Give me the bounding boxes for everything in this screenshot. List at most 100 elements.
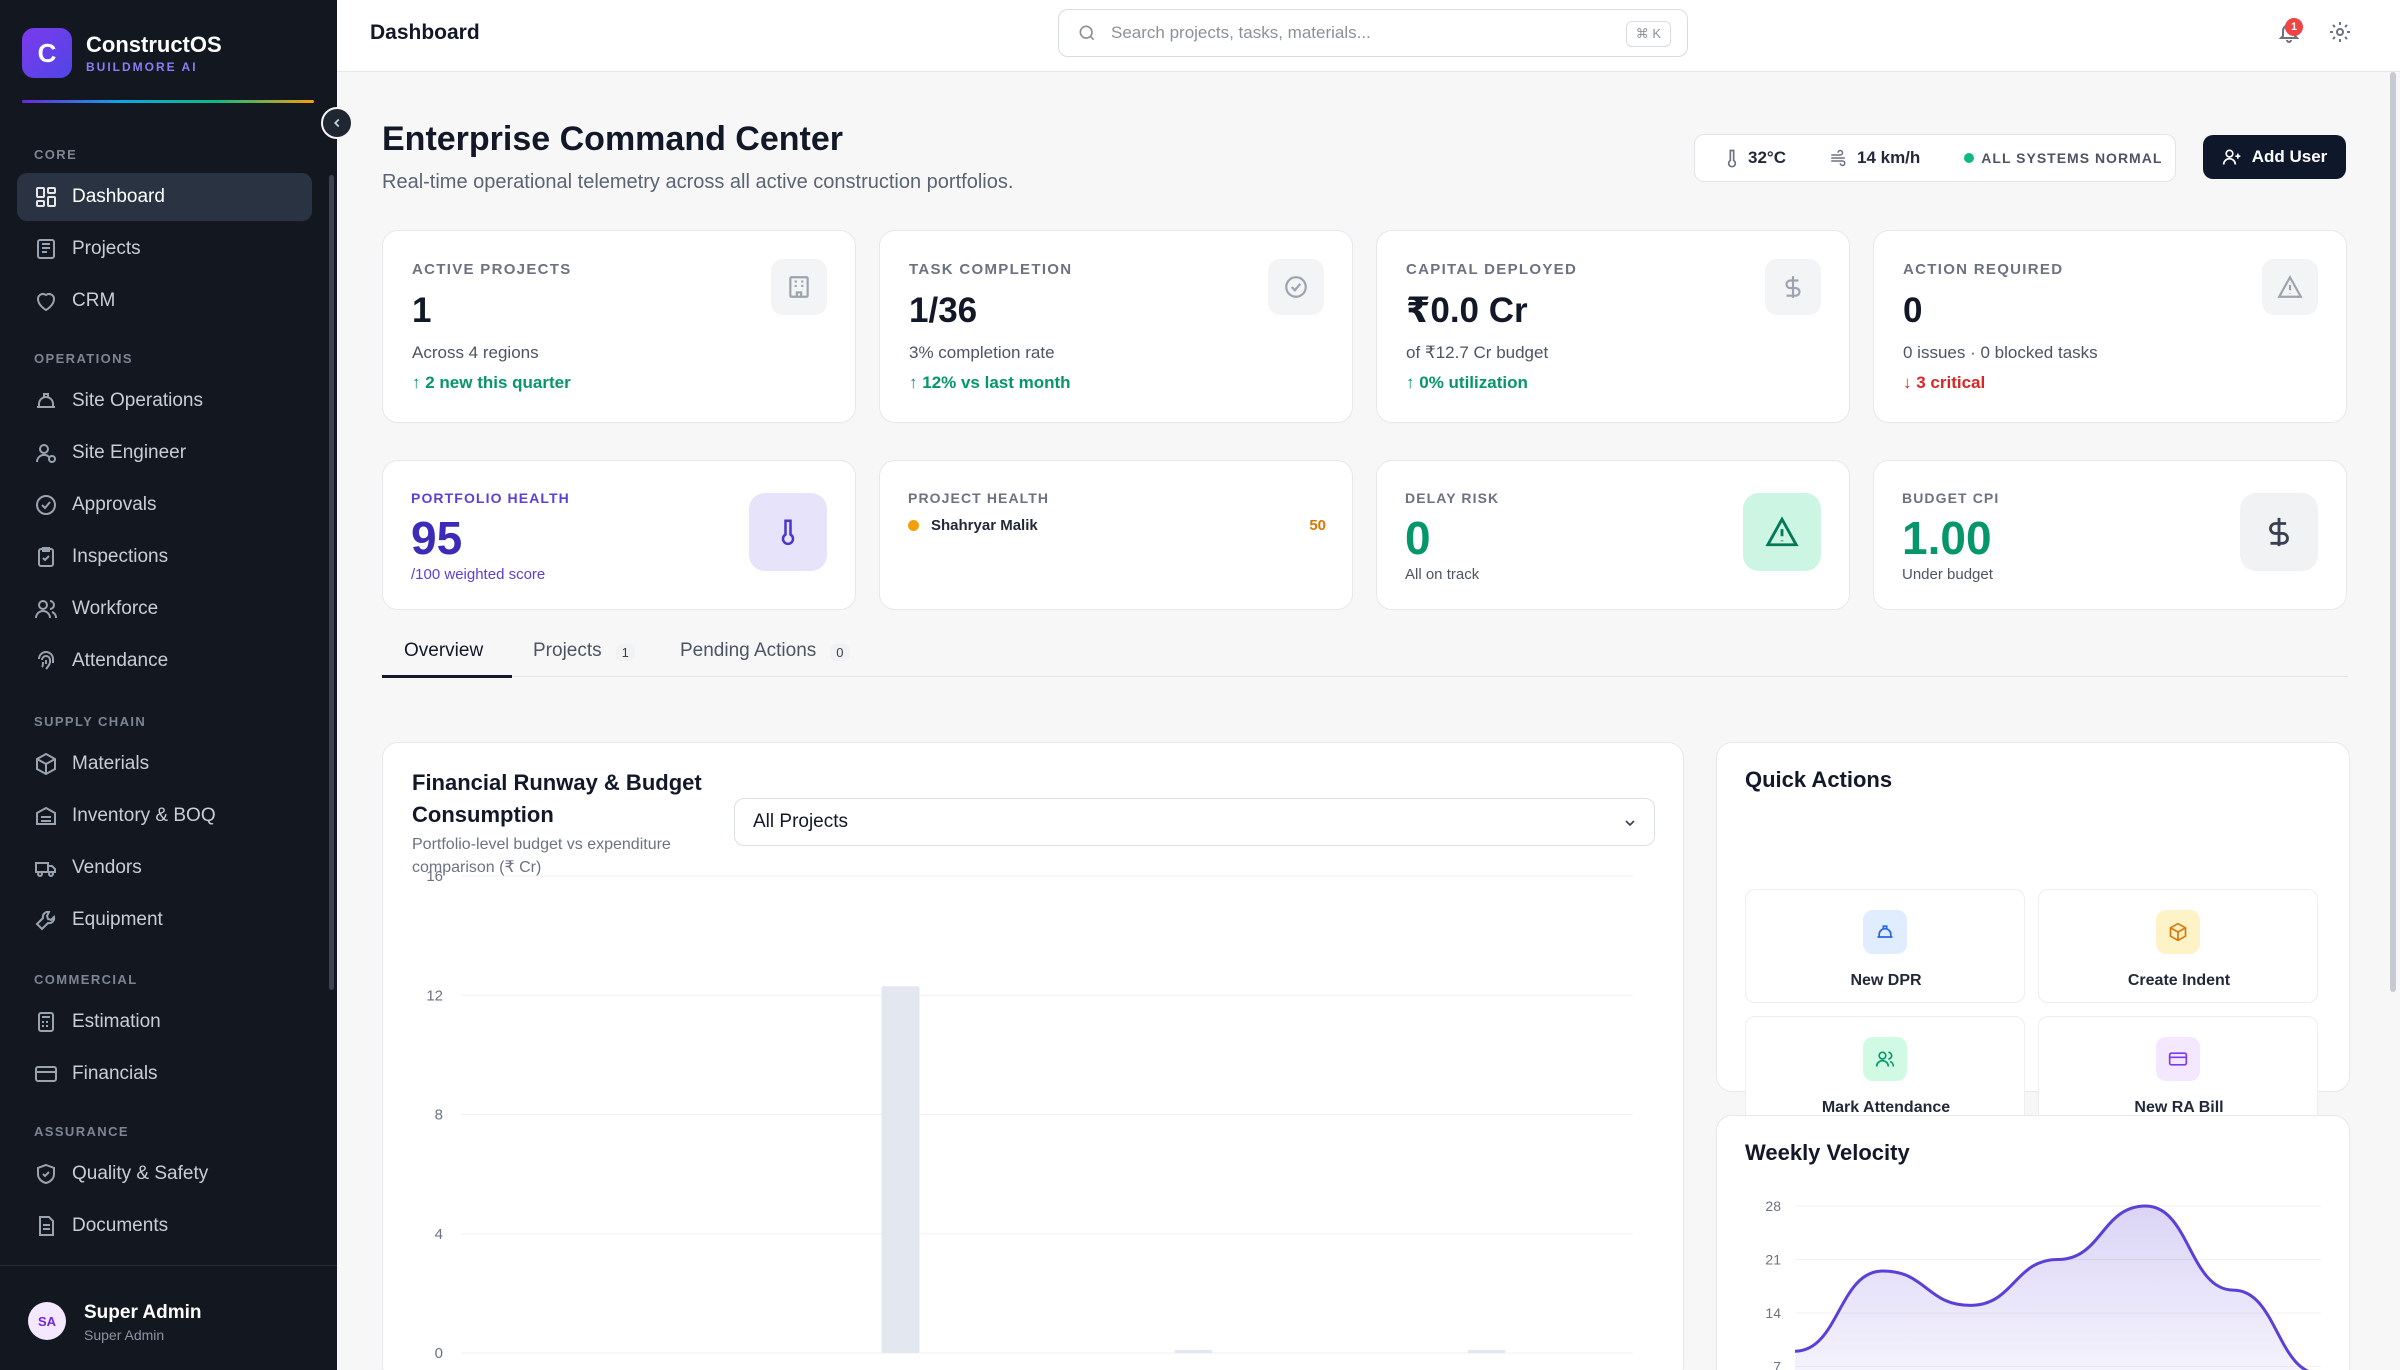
brand-name: ConstructOS — [86, 32, 222, 57]
sidebar-scrollbar[interactable] — [329, 175, 334, 990]
user-name: Super Admin — [84, 1302, 202, 1323]
sidebar-item-projects[interactable]: Projects — [17, 225, 312, 273]
site-engineer-icon — [35, 444, 56, 463]
sidebar-item-quality-safety[interactable]: Quality & Safety — [17, 1150, 312, 1198]
sidebar-item-financials[interactable]: Financials — [17, 1050, 312, 1098]
card-icon — [35, 1066, 57, 1082]
projects-icon — [37, 239, 55, 259]
sidebar-item-label: Quality & Safety — [72, 1163, 209, 1184]
temperature-value: 32°C — [1748, 148, 1786, 167]
temperature: 32°C — [1725, 148, 1786, 168]
avatar: SA — [28, 1302, 66, 1340]
sidebar-item-workforce[interactable]: Workforce — [17, 585, 312, 633]
project-health-row[interactable]: Shahryar Malik 50 — [908, 517, 1326, 534]
sidebar-item-label: Inventory & BOQ — [72, 805, 216, 826]
stat-trend-text: 2 new this quarter — [425, 373, 571, 392]
sidebar-collapse-button[interactable] — [321, 107, 353, 139]
tab-projects[interactable]: Projects 1 — [533, 640, 635, 677]
sidebar-item-site-engineer[interactable]: Site Engineer — [17, 429, 312, 477]
weekly-velocity-title: Weekly Velocity — [1745, 1140, 1910, 1165]
quick-action-label: New DPR — [1850, 972, 1922, 989]
sidebar-item-inventory[interactable]: Inventory & BOQ — [17, 792, 312, 840]
portfolio-health-card[interactable]: PORTFOLIO HEALTH 95 /100 weighted score — [382, 460, 856, 610]
brand[interactable]: C ConstructOS BUILDMORE AI — [22, 28, 222, 78]
sidebar-item-label: Vendors — [72, 857, 142, 878]
sidebar-item-label: Site Engineer — [72, 442, 187, 463]
select-value: All Projects — [753, 811, 849, 832]
sidebar-item-label: Approvals — [72, 494, 157, 515]
wrench-icon — [35, 910, 56, 931]
stat-label: TASK COMPLETION — [909, 261, 1073, 278]
bar — [881, 986, 920, 1353]
tabs: Overview Projects 1 Pending Actions 0 — [382, 640, 2348, 678]
sidebar-item-materials[interactable]: Materials — [17, 740, 312, 788]
stat-card-capital-deployed[interactable]: CAPITAL DEPLOYED ₹0.0 Cr of ₹12.7 Cr bud… — [1376, 230, 1850, 423]
sidebar-item-crm[interactable]: CRM — [17, 277, 312, 325]
sidebar-item-label: Financials — [72, 1063, 158, 1084]
sidebar-item-equipment[interactable]: Equipment — [17, 896, 312, 944]
search-input[interactable]: Search projects, tasks, materials... ⌘ K — [1058, 9, 1688, 57]
telemetry-status: 32°C 14 km/h ALL SYSTEMS NORMAL — [1694, 134, 2176, 182]
stat-trend: ↑ 2 new this quarter — [412, 373, 571, 392]
user-profile[interactable]: SA Super Admin Super Admin — [0, 1265, 337, 1370]
approvals-icon — [36, 495, 56, 515]
portfolio-health-sub: /100 weighted score — [411, 566, 546, 583]
tab-label: Pending Actions — [680, 640, 817, 661]
wind: 14 km/h — [1828, 148, 1920, 168]
financial-runway-card: Financial Runway & Budget Consumption Po… — [382, 742, 1684, 1370]
portfolio-health-value: 95 — [411, 512, 463, 564]
sidebar-item-estimation[interactable]: Estimation — [17, 998, 312, 1046]
inspections-icon — [38, 547, 54, 567]
stat-sub: of ₹12.7 Cr budget — [1406, 343, 1549, 362]
vendors-icon — [35, 862, 56, 877]
quick-actions-card: Quick Actions New DPR Create Indent Mark… — [1716, 742, 2350, 1130]
page-subtitle: Real-time operational telemetry across a… — [382, 171, 1014, 193]
tab-label: Projects — [533, 640, 602, 661]
add-user-label: Add User — [2251, 147, 2328, 166]
stat-label: ACTION REQUIRED — [1903, 261, 2064, 278]
chevron-left-icon — [334, 118, 340, 128]
mark-attendance-button[interactable]: Mark Attendance — [1745, 1016, 2025, 1130]
stat-trend: ↑ 12% vs last month — [909, 373, 1071, 392]
materials-icon — [36, 752, 56, 776]
project-health-card[interactable]: PROJECT HEALTH Shahryar Malik 50 — [879, 460, 1353, 610]
building-icon — [771, 259, 827, 315]
stat-sub: 0 issues · 0 blocked tasks — [1903, 343, 2098, 362]
sidebar-item-approvals[interactable]: Approvals — [17, 481, 312, 529]
sidebar-item-label: Attendance — [72, 650, 169, 671]
shield-icon — [37, 1163, 55, 1185]
budget-bar-chart: 0481216Shahryar Mal...AbcAbabeelAbabeel — [426, 868, 1633, 1362]
tab-pending-actions[interactable]: Pending Actions 0 — [680, 640, 850, 677]
velocity-area — [1795, 1206, 2306, 1370]
new-dpr-button[interactable]: New DPR — [1745, 889, 2025, 1003]
budget-cpi-label: BUDGET CPI — [1902, 490, 2000, 506]
budget-cpi-card[interactable]: BUDGET CPI 1.00 Under budget — [1873, 460, 2347, 610]
gear-icon — [2330, 22, 2350, 42]
settings-button[interactable] — [2328, 20, 2358, 50]
stat-card-task-completion[interactable]: TASK COMPLETION 1/36 3% completion rate … — [879, 230, 1353, 423]
sidebar-item-site-operations[interactable]: Site Operations — [17, 377, 312, 425]
brand-logo: C — [22, 28, 72, 78]
sidebar-item-documents[interactable]: Documents — [17, 1202, 312, 1250]
add-user-button[interactable]: Add User — [2203, 135, 2346, 179]
sidebar-item-dashboard[interactable]: Dashboard — [17, 173, 312, 221]
create-indent-button[interactable]: Create Indent — [2038, 889, 2318, 1003]
sidebar-item-vendors[interactable]: Vendors — [17, 844, 312, 892]
tab-overview[interactable]: Overview — [382, 640, 512, 678]
delay-risk-value: 0 — [1405, 512, 1431, 564]
sidebar-item-inspections[interactable]: Inspections — [17, 533, 312, 581]
page-breadcrumb: Dashboard — [370, 21, 480, 44]
wind-value: 14 km/h — [1856, 148, 1921, 167]
sidebar-item-attendance[interactable]: Attendance — [17, 637, 312, 685]
project-filter-select[interactable]: All Projects — [734, 798, 1655, 846]
quick-action-label: Mark Attendance — [1821, 1099, 1951, 1116]
delay-risk-card[interactable]: DELAY RISK 0 All on track — [1376, 460, 1850, 610]
stat-label: ACTIVE PROJECTS — [412, 261, 572, 278]
velocity-area-chart: 7 14 21 28 — [1765, 1198, 2321, 1370]
dollar-icon — [2240, 493, 2318, 571]
new-ra-bill-button[interactable]: New RA Bill — [2038, 1016, 2318, 1130]
stat-card-active-projects[interactable]: ACTIVE PROJECTS 1 Across 4 regions ↑ 2 n… — [382, 230, 856, 423]
page-scrollbar[interactable] — [2390, 72, 2396, 992]
nav-section-commercial: COMMERCIAL — [34, 972, 138, 987]
stat-card-action-required[interactable]: ACTION REQUIRED 0 0 issues · 0 blocked t… — [1873, 230, 2347, 423]
